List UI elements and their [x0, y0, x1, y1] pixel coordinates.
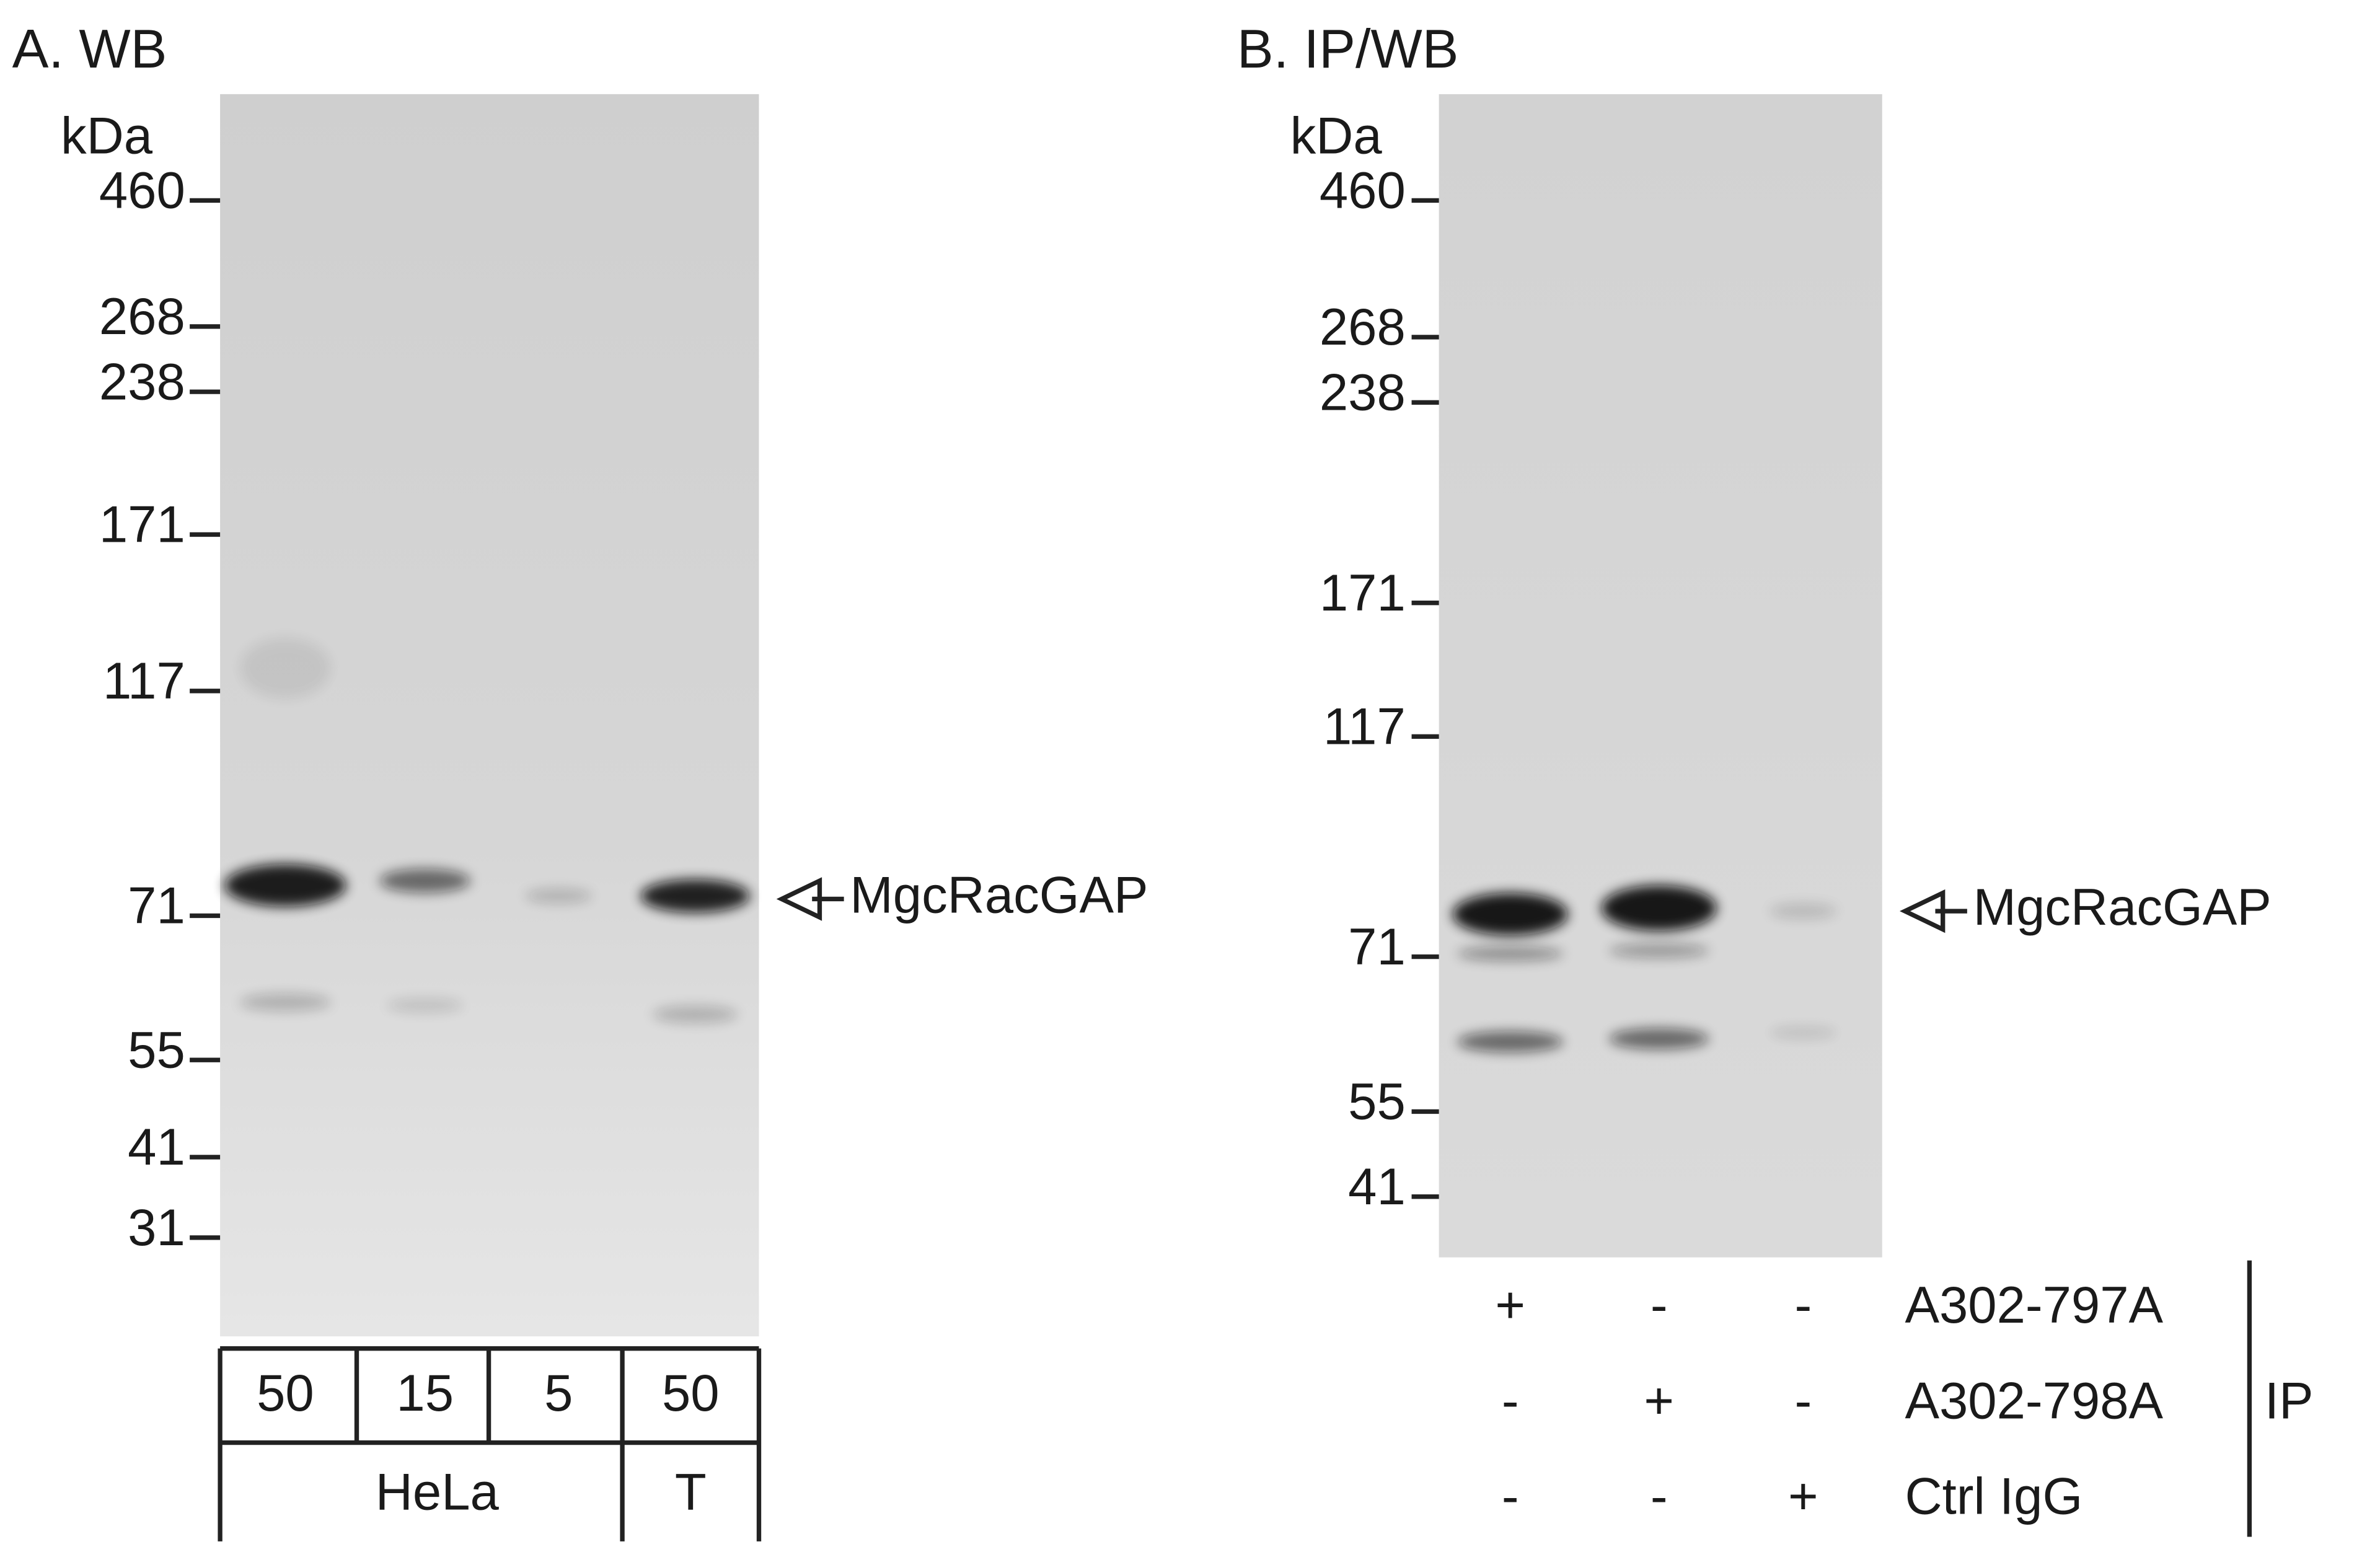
sign: - — [1651, 1468, 1668, 1525]
gel — [1439, 94, 1882, 1258]
group-label: T — [675, 1463, 707, 1520]
sign: - — [1502, 1468, 1519, 1525]
band — [525, 888, 593, 904]
panel-title: B. IP/WB — [1237, 18, 1459, 79]
sign: - — [1502, 1372, 1519, 1429]
band — [1457, 946, 1564, 961]
gel — [220, 94, 759, 1337]
marker-label: 460 — [99, 162, 185, 219]
unit-label: kDa — [61, 107, 153, 164]
marker-label: 117 — [1323, 697, 1406, 755]
row-label: A302-797A — [1905, 1276, 2163, 1334]
band — [239, 638, 331, 699]
target-label: MgcRacGAP — [850, 866, 1148, 924]
sign: + — [1644, 1372, 1674, 1429]
marker-label: 55 — [1348, 1073, 1406, 1131]
band — [387, 997, 463, 1013]
lane-label: 50 — [662, 1364, 720, 1422]
sign: + — [1495, 1276, 1525, 1334]
unit-label: kDa — [1290, 107, 1383, 164]
marker-label: 41 — [1348, 1158, 1406, 1215]
band — [1457, 1031, 1564, 1052]
band — [1608, 1028, 1709, 1050]
target-label: MgcRacGAP — [1973, 878, 2272, 936]
marker-label: 268 — [1320, 298, 1406, 356]
band — [379, 868, 471, 893]
band — [224, 864, 346, 907]
arrow — [776, 877, 844, 921]
group-label: HeLa — [376, 1463, 500, 1520]
panel-title: A. WB — [12, 18, 167, 79]
marker-label: 238 — [1320, 363, 1406, 421]
sign: - — [1795, 1276, 1812, 1334]
marker-label: 55 — [128, 1021, 185, 1078]
marker-label: 171 — [99, 496, 185, 553]
ip-label: IP — [2265, 1372, 2314, 1429]
row-label: Ctrl IgG — [1905, 1468, 2082, 1525]
marker-label: 71 — [128, 877, 185, 935]
sign: - — [1795, 1372, 1812, 1429]
marker-label: 268 — [99, 288, 185, 345]
marker-label: 117 — [103, 652, 185, 710]
sign: - — [1651, 1276, 1668, 1334]
marker-label: 71 — [1348, 918, 1406, 976]
lane-label: 15 — [396, 1364, 454, 1422]
marker-label: 238 — [99, 353, 185, 410]
sign: + — [1788, 1468, 1818, 1525]
band — [1601, 885, 1717, 931]
marker-label: 41 — [128, 1118, 185, 1176]
band — [1770, 903, 1837, 919]
marker-label: 171 — [1320, 564, 1406, 622]
band — [640, 879, 750, 913]
band — [1608, 943, 1709, 959]
band — [239, 993, 331, 1012]
row-label: A302-798A — [1905, 1372, 2163, 1429]
lane-label: 5 — [544, 1364, 573, 1422]
band — [1770, 1026, 1837, 1039]
band — [1452, 893, 1568, 936]
arrow — [1899, 889, 1967, 933]
marker-label: 460 — [1320, 162, 1406, 219]
band — [653, 1005, 738, 1024]
lane-label: 50 — [257, 1364, 314, 1422]
marker-label: 31 — [128, 1199, 185, 1256]
